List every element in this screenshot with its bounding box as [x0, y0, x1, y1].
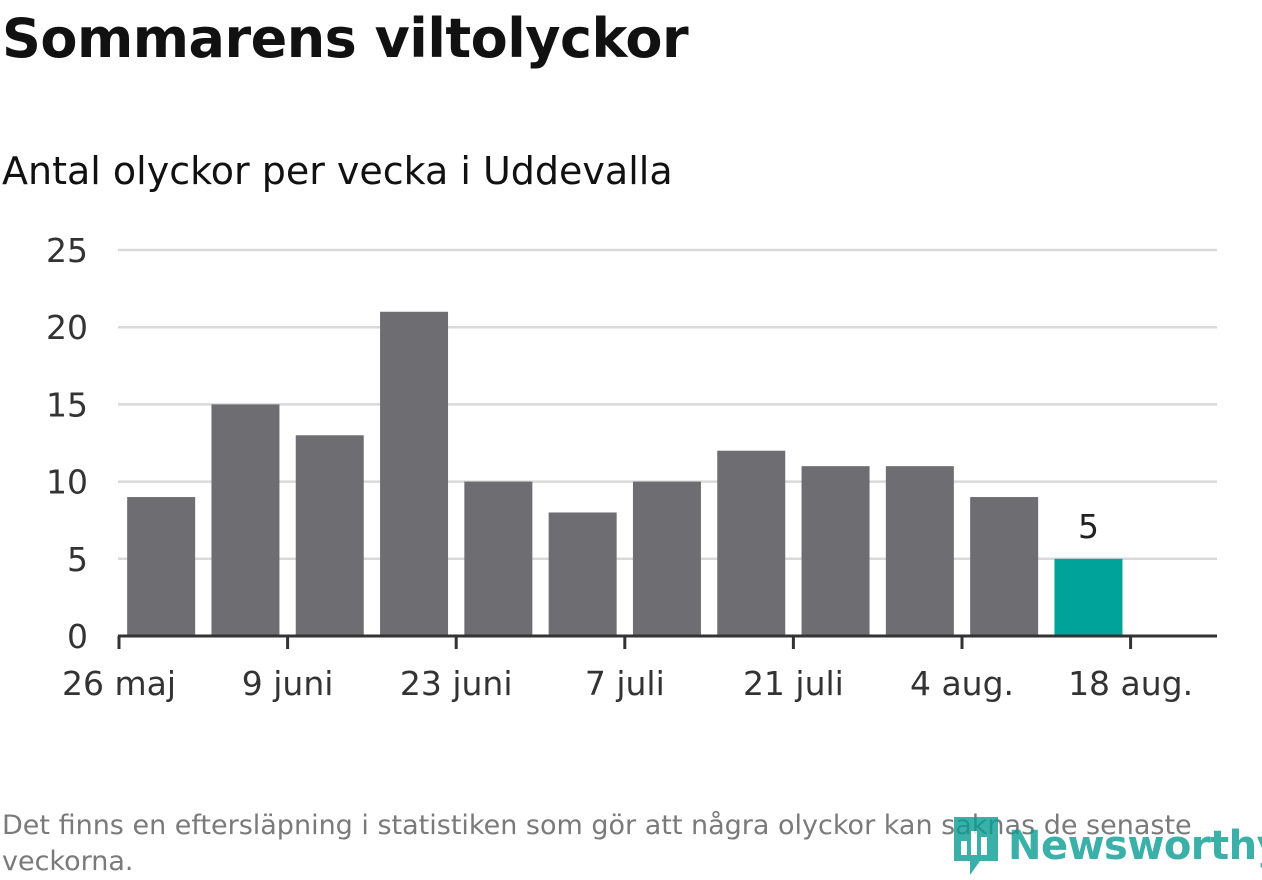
bar-chart: 0 5 10 15 20 25 5 26 maj 9 juni 23 juni 7 juli 21 j…: [46, 231, 1217, 703]
bar: [295, 435, 364, 636]
bar: [548, 512, 617, 636]
highlight-bar: [1054, 558, 1123, 636]
bar: [211, 404, 280, 636]
bar: [632, 481, 701, 636]
bar: [970, 497, 1039, 636]
brand-name: Newsworthy: [1008, 823, 1262, 869]
chart-title: Sommarens viltolyckor: [2, 7, 689, 70]
x-tick-label: 18 aug.: [1068, 664, 1193, 703]
bar: [801, 466, 870, 636]
x-tick-label: 9 juni: [242, 664, 334, 703]
y-tick-label: 25: [46, 231, 88, 270]
newsworthy-icon: [954, 817, 998, 875]
bar: [885, 466, 954, 636]
y-tick-label: 10: [46, 463, 88, 502]
y-tick-label: 0: [67, 617, 88, 656]
chart-subtitle: Antal olyckor per vecka i Uddevalla: [2, 149, 673, 193]
x-tick-label: 21 juli: [743, 664, 844, 703]
bar: [464, 481, 533, 636]
bar: [717, 450, 786, 636]
bar: [127, 497, 196, 636]
bar: [380, 311, 449, 636]
x-tick-label: 7 juli: [585, 664, 665, 703]
newsworthy-logo: Newsworthy: [950, 814, 1262, 878]
x-tick-label: 4 aug.: [910, 664, 1014, 703]
x-tick-label: 23 juni: [400, 664, 513, 703]
y-tick-label: 20: [46, 308, 88, 347]
y-tick-label: 5: [67, 540, 88, 579]
data-label: 5: [1078, 507, 1099, 546]
x-tick-label: 26 maj: [62, 664, 176, 703]
y-tick-label: 15: [46, 385, 88, 424]
